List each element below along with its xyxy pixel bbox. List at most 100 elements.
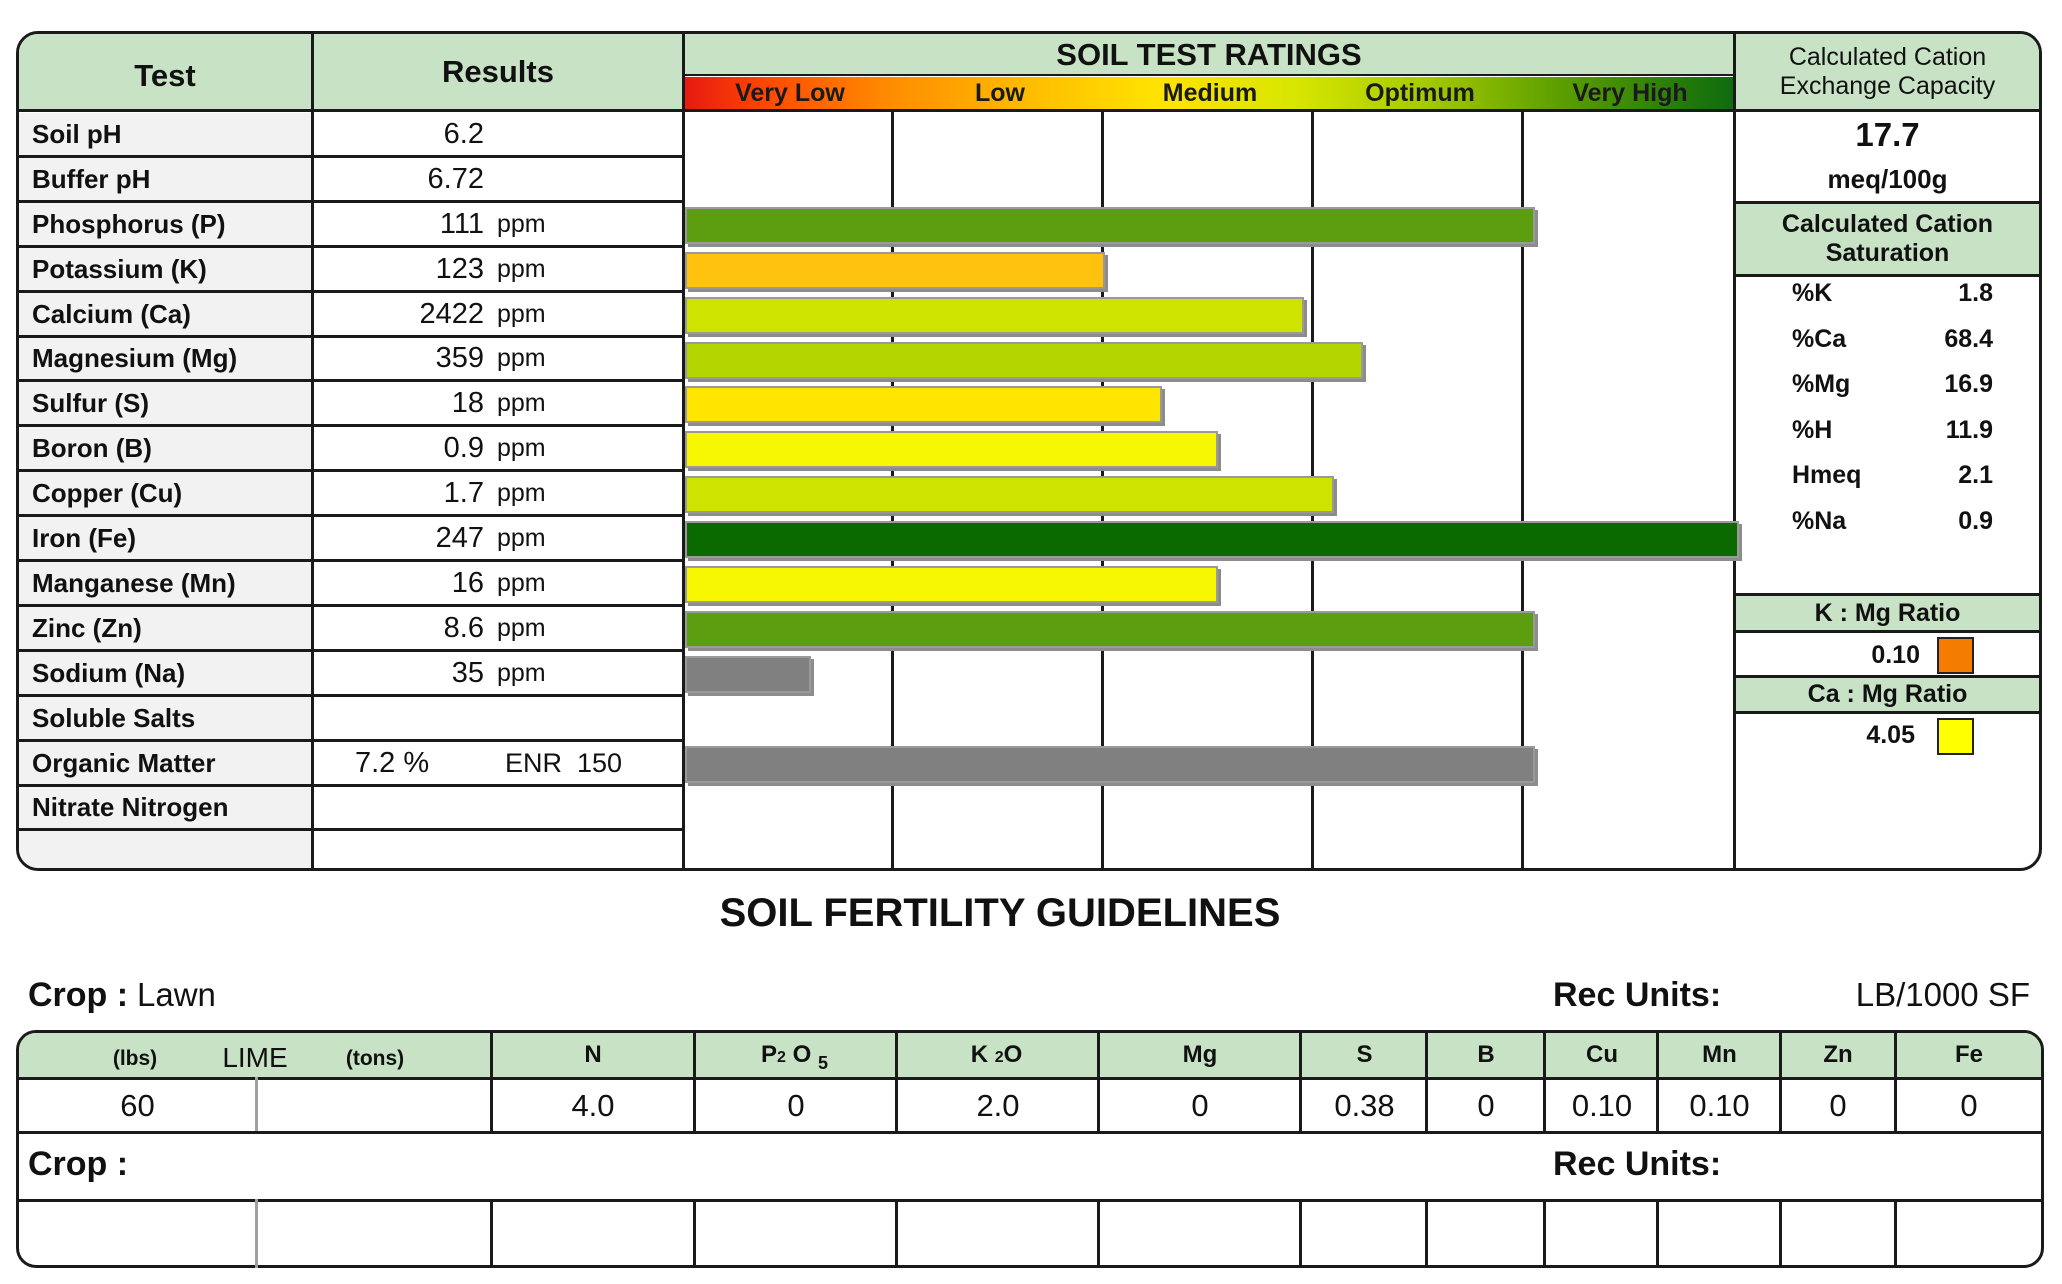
test-unit: ppm	[497, 658, 546, 687]
test-name: Zinc (Zn)	[32, 612, 142, 643]
guideline-col-line	[1779, 1030, 1782, 1131]
guideline-col-line	[1543, 1030, 1546, 1131]
test-value: 6.2	[443, 117, 484, 150]
col-divider-2	[682, 31, 685, 871]
test-value	[320, 786, 484, 831]
row-divider	[16, 738, 685, 742]
test-value: 8.6	[443, 611, 484, 644]
cec-divider-1	[1733, 201, 2039, 204]
n-value: 4.0	[571, 1087, 615, 1123]
test-name: Nitrate Nitrogen	[32, 792, 229, 823]
guidelines-row-divider-2	[16, 1199, 2044, 1202]
cec-divider-6	[1733, 711, 2039, 714]
guideline-col-line	[1299, 1030, 1302, 1131]
header-bg-cec	[1736, 34, 2039, 110]
guideline-col-line	[1425, 1199, 1428, 1268]
guideline-col-line	[1425, 1030, 1428, 1131]
guideline-col-line	[693, 1199, 696, 1268]
row-divider	[16, 199, 685, 203]
test-value: 359	[435, 342, 484, 375]
row-divider	[16, 379, 685, 383]
p2o5-p: P	[761, 1041, 778, 1068]
test-value	[320, 696, 484, 741]
cec-divider-4	[1733, 630, 2039, 633]
guidelines-title: SOIL FERTILITY GUIDELINES	[719, 891, 1281, 935]
row-divider	[16, 603, 685, 607]
guideline-col-line	[895, 1030, 898, 1131]
rating-bar	[685, 251, 1105, 289]
cec-divider-2	[1733, 274, 2039, 277]
saturation-header-bg	[1736, 204, 2039, 274]
guideline-header: Fe	[1954, 1041, 1983, 1068]
test-unit: ppm	[497, 568, 546, 597]
test-name: Organic Matter	[32, 747, 216, 778]
rating-bar	[685, 476, 1334, 514]
test-value: 111	[439, 207, 484, 240]
cec-divider-5	[1733, 675, 2039, 678]
cec-title: Calculated Cation Exchange Capacity	[1779, 43, 1996, 100]
test-name: Sulfur (S)	[32, 388, 149, 419]
rating-bar	[685, 745, 1535, 783]
p2o5-value: 0	[787, 1087, 805, 1123]
row-divider	[16, 469, 685, 473]
lime-lbs-value: 60	[120, 1087, 155, 1123]
guideline-col-line	[1299, 1199, 1302, 1268]
row-divider	[16, 244, 685, 248]
col-divider-1	[311, 31, 314, 871]
ca-mg-header-bg	[1736, 678, 2039, 711]
cec-value: 17.7	[1855, 116, 1920, 153]
test-unit: ppm	[497, 613, 546, 642]
k-mg-title: K : Mg Ratio	[1814, 598, 1961, 627]
guideline-col-line	[1656, 1199, 1659, 1268]
guideline-col-line	[1656, 1030, 1659, 1131]
cu-value: 0.10	[1571, 1087, 1633, 1123]
crop-value: Lawn	[137, 976, 216, 1013]
test-value: 123	[435, 252, 484, 285]
ratings-title: SOIL TEST RATINGS	[1056, 37, 1362, 72]
row-divider	[16, 424, 685, 428]
test-name: Boron (B)	[32, 433, 152, 464]
k-mg-swatch	[1937, 637, 1974, 674]
test-value: 247	[435, 522, 484, 555]
mn-value: 0.10	[1689, 1087, 1750, 1123]
test-value: 16	[451, 566, 484, 599]
ca-mg-swatch	[1937, 718, 1974, 755]
guideline-header: N	[584, 1041, 602, 1068]
rating-bar	[685, 431, 1218, 469]
saturation-value: 0.9	[1958, 506, 1993, 535]
test-name: Buffer pH	[32, 163, 151, 194]
guideline-col-line	[693, 1030, 696, 1131]
rec-units2-label: Rec Units:	[1553, 1145, 1722, 1183]
fe-value: 0	[1960, 1087, 1978, 1123]
lime-tons-header: (tons)	[345, 1047, 405, 1070]
p2o5-sub-5: 5	[817, 1052, 828, 1073]
saturation-label: %H	[1792, 415, 1833, 444]
guideline-col-line	[895, 1199, 898, 1268]
test-name: Soil pH	[32, 118, 122, 149]
test-unit: ppm	[497, 434, 546, 463]
test-unit: ppm	[497, 389, 546, 418]
test-name: Iron (Fe)	[32, 523, 136, 554]
lime-tons-value	[257, 1080, 490, 1131]
rec-units-label: Rec Units:	[1553, 976, 1722, 1014]
guideline-col-line	[1543, 1199, 1546, 1268]
row-divider	[16, 648, 685, 652]
rating-bar	[685, 610, 1535, 648]
row-divider	[16, 154, 685, 158]
test-value: 1.7	[443, 477, 484, 510]
guideline-col-line	[1779, 1199, 1782, 1268]
rating-bar	[685, 521, 1739, 559]
lime-lbs-header: (lbs)	[112, 1047, 158, 1070]
zn-value: 0	[1829, 1087, 1847, 1123]
test-value: 0.9	[443, 432, 484, 465]
guideline-col-line	[490, 1030, 493, 1131]
k2o-sub-2: 2	[994, 1049, 1004, 1066]
row-divider	[16, 693, 685, 697]
guideline-header: Cu	[1586, 1041, 1618, 1068]
test-name: Phosphorus (P)	[32, 208, 226, 239]
header-bg-test	[19, 34, 311, 110]
header-bg-ratings	[685, 34, 1733, 76]
s-value: 0.38	[1334, 1087, 1395, 1123]
test-value: 18	[451, 387, 484, 420]
scale-label: Very High	[1572, 78, 1688, 107]
